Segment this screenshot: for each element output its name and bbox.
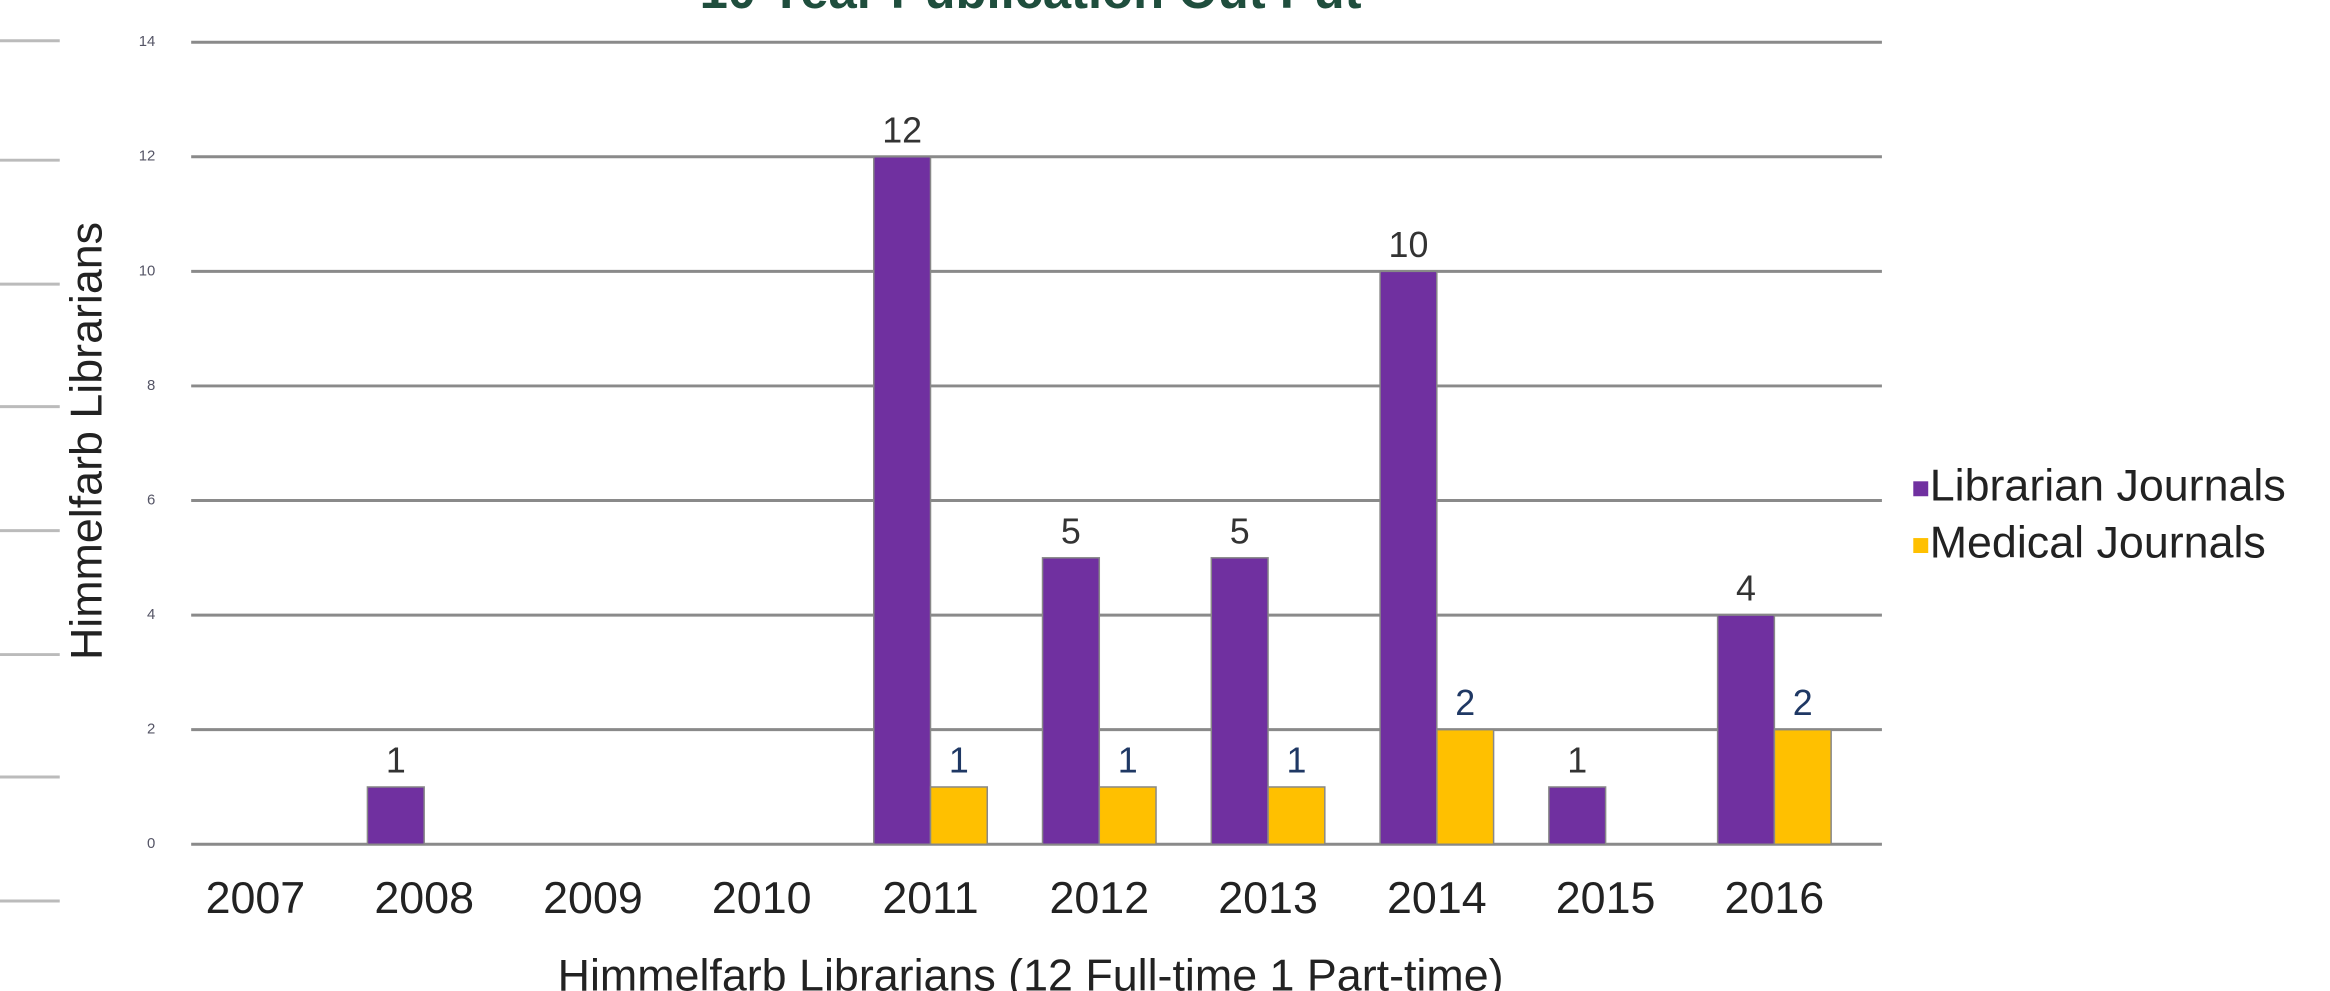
bar <box>1098 786 1157 846</box>
y-axis-title: Himmelfarb Librarians <box>61 222 111 660</box>
bar <box>1267 786 1326 846</box>
y-tick-label: 4 <box>147 606 155 623</box>
y-tick-label: 10 <box>139 262 156 279</box>
x-tick-label: 2011 <box>882 873 978 923</box>
data-label: 4 <box>1736 569 1756 609</box>
data-label: 2 <box>1455 683 1475 723</box>
data-label: 1 <box>1118 741 1138 781</box>
legend-label: Medical Journals <box>1930 517 2266 567</box>
bar <box>873 156 932 845</box>
legend-swatch <box>1913 481 1929 497</box>
edge-decoration <box>0 39 60 903</box>
x-tick-label: 2014 <box>1387 873 1487 923</box>
x-tick-label: 2008 <box>374 873 474 923</box>
data-label: 1 <box>1286 741 1306 781</box>
bar <box>366 786 425 846</box>
data-label: 1 <box>386 741 406 781</box>
y-tick-label: 2 <box>147 721 155 738</box>
bar <box>1716 614 1776 846</box>
x-tick-label: 2007 <box>206 873 306 923</box>
x-tick-label: 2010 <box>712 873 812 923</box>
legend-label: Librarian Journals <box>1930 461 2286 511</box>
data-label: 10 <box>1389 225 1429 265</box>
data-label: 5 <box>1230 511 1250 551</box>
chart-title: 10 Year Publication Out Put <box>700 0 1362 19</box>
data-label: 1 <box>1567 741 1587 781</box>
bar <box>1773 728 1832 845</box>
data-label: 5 <box>1061 511 1081 551</box>
bar <box>1548 786 1607 846</box>
bar <box>1436 728 1495 845</box>
bar <box>1041 557 1101 846</box>
data-label: 2 <box>1793 683 1813 723</box>
x-tick-label: 2009 <box>543 873 643 923</box>
y-tick-label: 14 <box>139 33 156 50</box>
y-tick-label: 0 <box>147 835 155 852</box>
x-tick-label: 2013 <box>1218 873 1318 923</box>
bar <box>1379 270 1438 846</box>
x-tick-label: 2012 <box>1049 873 1149 923</box>
data-label: 1 <box>949 741 969 781</box>
x-tick-label: 2015 <box>1556 873 1656 923</box>
y-tick-label: 8 <box>147 377 155 394</box>
data-label: 12 <box>882 110 922 150</box>
y-tick-label: 12 <box>139 148 156 165</box>
x-tick-label: 2016 <box>1725 873 1825 923</box>
x-axis-title: Himmelfarb Librarians (12 Full-time 1 Pa… <box>558 951 1504 991</box>
bar <box>929 786 989 846</box>
legend-swatch <box>1913 538 1929 554</box>
y-tick-label: 6 <box>147 491 155 508</box>
bar <box>1210 557 1269 846</box>
